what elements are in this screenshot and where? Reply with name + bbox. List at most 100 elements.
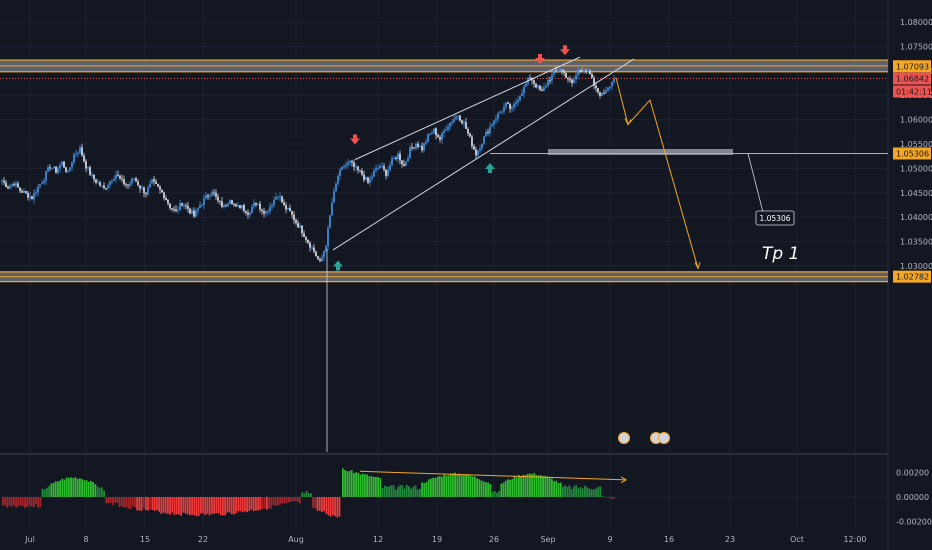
consolidation-zone <box>548 149 733 155</box>
candle-body <box>303 233 305 237</box>
candle-body <box>7 187 9 189</box>
osc-bar <box>438 475 441 497</box>
candle-body <box>33 193 35 200</box>
candle-body <box>491 124 493 127</box>
osc-bar <box>458 473 461 497</box>
callout-label: 1.05306 <box>759 214 790 223</box>
osc-bar <box>568 485 571 497</box>
osc-tick-label: 0.00200 <box>896 469 929 478</box>
candle-body <box>333 191 335 203</box>
candle-body <box>245 210 247 213</box>
osc-bar <box>588 488 591 497</box>
osc-bar <box>98 487 101 497</box>
candle-body <box>309 242 311 248</box>
osc-bar <box>149 497 152 510</box>
candle-body <box>173 209 175 211</box>
candle-body <box>289 207 291 212</box>
osc-bar <box>15 497 17 508</box>
candle-body <box>421 146 423 151</box>
candle-body <box>397 153 399 159</box>
osc-bar <box>535 475 538 497</box>
time-tick-label: 19 <box>432 535 442 544</box>
osc-bar <box>603 496 606 498</box>
osc-bar <box>290 497 292 502</box>
osc-bar <box>489 483 492 497</box>
osc-bar <box>555 480 558 497</box>
candle-body <box>65 167 67 172</box>
osc-bar <box>285 497 288 503</box>
candle-body <box>405 161 407 166</box>
osc-bar <box>353 473 355 497</box>
candle-body <box>297 222 299 228</box>
candle-body <box>243 205 245 211</box>
candle-body <box>71 162 73 168</box>
candle-body <box>483 136 485 144</box>
down-arrow <box>560 45 570 56</box>
callout-box <box>755 210 795 226</box>
time-axis[interactable]: Jul 8 15 22 Aug 12 19 26 Sep 9 16 23 Oct 12:00 <box>24 535 866 544</box>
candle-body <box>321 256 323 262</box>
candle-body <box>151 179 153 184</box>
candle-body <box>579 70 581 72</box>
osc-bar <box>114 497 116 503</box>
osc-bar <box>381 488 384 497</box>
time-tick-label: 12 <box>373 535 383 544</box>
osc-bar <box>134 497 136 508</box>
candle-body <box>197 208 199 211</box>
osc-bar <box>551 478 553 497</box>
osc-bar <box>493 491 496 497</box>
candle-body <box>253 203 255 207</box>
candle-body <box>195 210 197 217</box>
price-tick-label: 1.05500 <box>900 140 932 149</box>
osc-bar <box>364 474 366 497</box>
osc-bar <box>612 497 615 500</box>
candle-body <box>293 214 295 221</box>
candle-body <box>61 161 63 166</box>
osc-bar <box>296 497 299 503</box>
candle-body <box>571 79 573 84</box>
candle-body <box>553 70 555 75</box>
osc-bar <box>46 487 48 497</box>
candle-body <box>505 102 507 107</box>
candle-body <box>281 196 283 203</box>
candle-body <box>467 128 469 134</box>
osc-bar <box>250 497 253 510</box>
osc-bar <box>109 497 112 503</box>
candle-body <box>99 182 101 186</box>
candle-body <box>101 185 103 187</box>
candle-body <box>393 158 395 160</box>
osc-bar <box>37 497 39 508</box>
osc-bar <box>346 471 349 497</box>
osc-bar <box>485 482 487 497</box>
osc-bar <box>386 486 388 497</box>
osc-bar <box>434 477 437 497</box>
candle-body <box>451 122 453 124</box>
osc-bar <box>366 474 368 497</box>
candle-body <box>389 165 391 170</box>
candle-body <box>123 179 125 185</box>
osc-bar <box>301 492 303 497</box>
candle-body <box>279 196 281 198</box>
candle-body <box>75 153 77 155</box>
candle-body <box>69 167 71 171</box>
osc-bar <box>447 475 450 497</box>
osc-bar <box>235 497 237 514</box>
candle-body <box>85 161 87 169</box>
candle-body <box>465 122 467 129</box>
osc-bar <box>248 497 251 511</box>
osc-bar <box>200 497 202 514</box>
candle-body <box>283 202 285 206</box>
osc-bar <box>463 474 465 497</box>
candle-body <box>551 74 553 81</box>
osc-bar <box>597 486 599 497</box>
osc-bar <box>270 497 273 509</box>
candle-body <box>227 203 229 207</box>
candle-body <box>23 190 25 193</box>
candle-body <box>605 90 607 94</box>
candle-body <box>251 206 253 213</box>
candle-body <box>343 166 345 168</box>
candle-body <box>499 112 501 114</box>
candle-body <box>479 148 481 151</box>
projection-path <box>615 77 699 269</box>
